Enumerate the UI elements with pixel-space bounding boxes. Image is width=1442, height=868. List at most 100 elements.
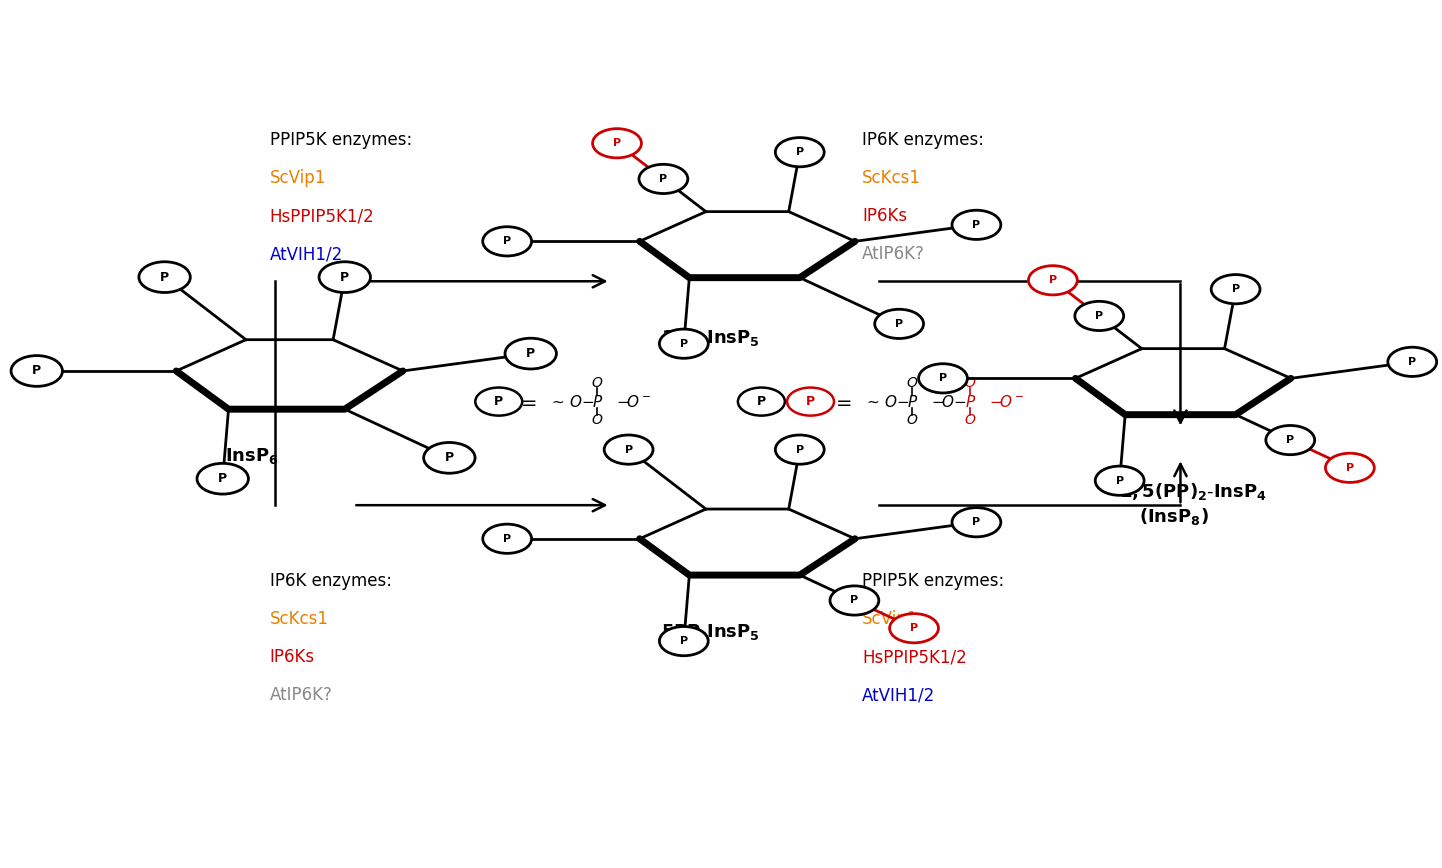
Text: P: P: [1094, 311, 1103, 321]
Circle shape: [1074, 301, 1123, 331]
Text: $\sim\!\!$: $\sim\!\!$: [864, 394, 880, 409]
Text: $\mathbf{5PP\text{-}InsP_5}$: $\mathbf{5PP\text{-}InsP_5}$: [660, 622, 760, 642]
Text: AtIP6K?: AtIP6K?: [862, 245, 924, 263]
Circle shape: [1211, 274, 1260, 304]
Text: P: P: [218, 472, 228, 485]
Text: ScVip1: ScVip1: [862, 610, 919, 628]
Text: $\sim\!\!$: $\sim\!\!$: [549, 394, 565, 409]
Text: P: P: [1286, 435, 1295, 445]
Text: $O\!-\!$: $O\!-\!$: [884, 393, 910, 410]
Text: P: P: [679, 636, 688, 646]
Circle shape: [776, 435, 825, 464]
Circle shape: [319, 262, 371, 293]
Text: $O$: $O$: [906, 413, 919, 427]
Text: P: P: [444, 451, 454, 464]
Text: $O$: $O$: [906, 376, 919, 390]
Text: IP6K enzymes:: IP6K enzymes:: [862, 131, 983, 149]
Text: P: P: [796, 444, 803, 455]
Text: $-\!O^-$: $-\!O^-$: [989, 393, 1025, 410]
Text: P: P: [495, 395, 503, 408]
Circle shape: [738, 387, 784, 416]
Circle shape: [483, 227, 532, 256]
Circle shape: [604, 435, 653, 464]
Text: AtVIH1/2: AtVIH1/2: [862, 687, 936, 704]
Text: ScKcs1: ScKcs1: [862, 169, 921, 187]
Circle shape: [952, 210, 1001, 240]
Circle shape: [1387, 347, 1436, 377]
Text: $\mathbf{1,5(PP)_2\text{-}InsP_4}$: $\mathbf{1,5(PP)_2\text{-}InsP_4}$: [1119, 482, 1268, 503]
Circle shape: [12, 356, 62, 386]
Circle shape: [831, 586, 878, 615]
Text: P: P: [972, 220, 981, 230]
Text: $-\!O^-$: $-\!O^-$: [616, 393, 652, 410]
Text: PPIP5K enzymes:: PPIP5K enzymes:: [862, 572, 1004, 590]
Text: IP6Ks: IP6Ks: [270, 648, 314, 667]
Text: HsPPIP5K1/2: HsPPIP5K1/2: [862, 648, 966, 667]
Circle shape: [1028, 266, 1077, 295]
Text: $\mathbf{1PP\text{-}InsP_5}$: $\mathbf{1PP\text{-}InsP_5}$: [660, 328, 760, 348]
Text: $O$: $O$: [591, 376, 603, 390]
Text: $\mathbf{(InsP_8)}$: $\mathbf{(InsP_8)}$: [1139, 506, 1208, 527]
Text: P: P: [1409, 357, 1416, 367]
Text: $=$: $=$: [832, 392, 852, 411]
Text: PPIP5K enzymes:: PPIP5K enzymes:: [270, 131, 412, 149]
Text: $-\!O\!-\!$: $-\!O\!-\!$: [932, 393, 968, 410]
Circle shape: [952, 508, 1001, 536]
Text: P: P: [659, 174, 668, 184]
Circle shape: [659, 627, 708, 655]
Text: P: P: [503, 534, 512, 543]
Circle shape: [424, 443, 474, 473]
Text: $O\!-\!$: $O\!-\!$: [570, 393, 594, 410]
Text: P: P: [939, 373, 947, 384]
Text: ScKcs1: ScKcs1: [270, 610, 329, 628]
Text: P: P: [624, 444, 633, 455]
Text: P: P: [851, 595, 858, 606]
Circle shape: [1266, 425, 1315, 455]
Text: $P$: $P$: [907, 393, 917, 410]
Circle shape: [1325, 453, 1374, 483]
Circle shape: [593, 128, 642, 158]
Text: P: P: [526, 347, 535, 360]
Text: $P$: $P$: [965, 393, 976, 410]
Text: P: P: [503, 236, 512, 247]
Text: IP6Ks: IP6Ks: [862, 207, 907, 225]
Text: HsPPIP5K1/2: HsPPIP5K1/2: [270, 207, 375, 225]
Circle shape: [483, 524, 532, 554]
Text: P: P: [757, 395, 766, 408]
Text: ScVip1: ScVip1: [270, 169, 326, 187]
Text: P: P: [32, 365, 42, 378]
Text: P: P: [613, 138, 622, 148]
Text: P: P: [1345, 463, 1354, 473]
Text: P: P: [340, 271, 349, 284]
Text: $P$: $P$: [591, 393, 603, 410]
Text: $O$: $O$: [965, 413, 976, 427]
Text: $=$: $=$: [516, 392, 536, 411]
Circle shape: [919, 364, 968, 393]
Text: $O$: $O$: [591, 413, 603, 427]
Text: P: P: [679, 339, 688, 349]
Text: $O$: $O$: [965, 376, 976, 390]
Text: P: P: [796, 148, 803, 157]
Text: P: P: [806, 395, 815, 408]
Circle shape: [198, 464, 248, 494]
Circle shape: [1096, 466, 1144, 496]
Circle shape: [505, 339, 557, 369]
Circle shape: [659, 329, 708, 358]
Text: P: P: [972, 517, 981, 527]
Text: AtIP6K?: AtIP6K?: [270, 687, 333, 704]
Circle shape: [639, 164, 688, 194]
Circle shape: [875, 309, 923, 339]
Circle shape: [476, 387, 522, 416]
Text: P: P: [895, 319, 903, 329]
Circle shape: [890, 614, 939, 643]
Text: P: P: [1048, 275, 1057, 286]
Text: AtVIH1/2: AtVIH1/2: [270, 245, 343, 263]
Text: P: P: [1231, 284, 1240, 294]
Circle shape: [776, 138, 825, 167]
Text: P: P: [1116, 476, 1123, 486]
Text: IP6K enzymes:: IP6K enzymes:: [270, 572, 392, 590]
Text: P: P: [160, 271, 169, 284]
Text: $\mathbf{InsP_6}$: $\mathbf{InsP_6}$: [225, 446, 278, 466]
Circle shape: [138, 262, 190, 293]
Text: P: P: [910, 623, 919, 634]
